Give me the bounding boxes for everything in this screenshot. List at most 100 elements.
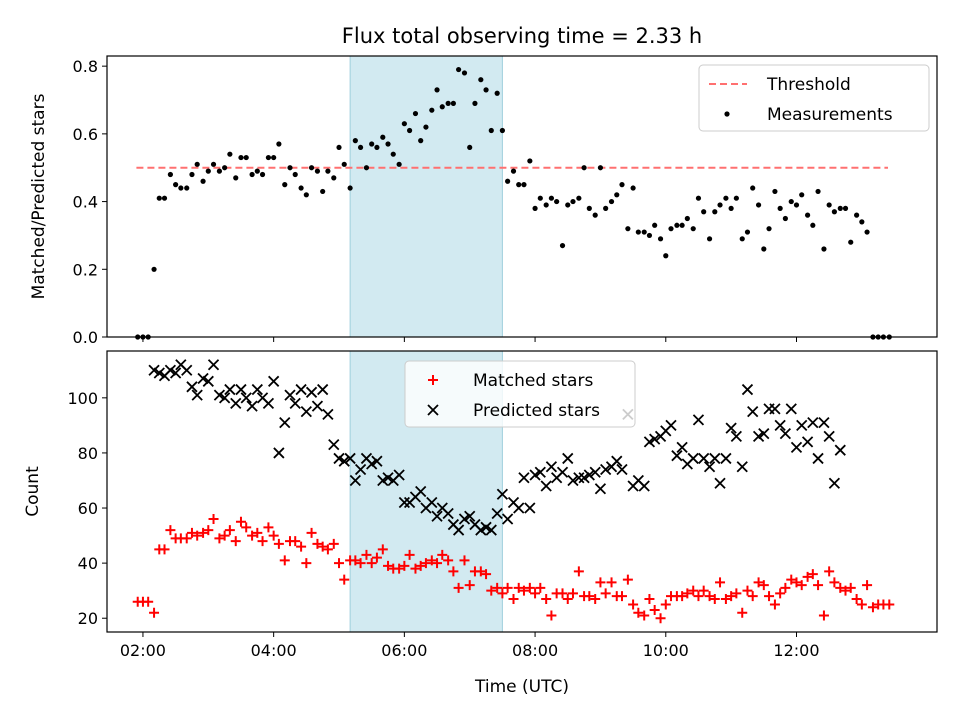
data-point xyxy=(496,488,509,500)
data-point xyxy=(752,430,765,443)
y-tick-label: 80 xyxy=(78,444,98,463)
data-point xyxy=(143,596,154,607)
data-point xyxy=(570,198,576,205)
data-point xyxy=(458,513,471,525)
data-point xyxy=(434,87,440,93)
data-point xyxy=(791,577,802,588)
data-point xyxy=(355,558,366,569)
data-point xyxy=(165,525,176,536)
data-point xyxy=(715,577,726,588)
data-point xyxy=(527,158,533,164)
data-point xyxy=(831,209,837,215)
data-point xyxy=(437,549,448,560)
data-point xyxy=(769,403,781,415)
data-point xyxy=(545,461,558,473)
data-point xyxy=(214,533,225,544)
data-point xyxy=(445,100,451,106)
data-point xyxy=(652,222,658,228)
data-point xyxy=(322,544,333,555)
x-tick-label: 08:00 xyxy=(512,641,558,660)
data-point xyxy=(235,516,246,527)
data-point xyxy=(644,593,655,604)
x-tick-label: 04:00 xyxy=(251,641,297,660)
legend-marker xyxy=(427,404,439,416)
data-point xyxy=(380,134,386,140)
data-point xyxy=(701,209,707,215)
data-point xyxy=(485,524,497,536)
data-point xyxy=(581,165,587,171)
data-point xyxy=(393,469,405,481)
data-point xyxy=(779,428,792,440)
data-point xyxy=(222,165,228,171)
data-point xyxy=(203,525,214,536)
data-point xyxy=(793,202,800,208)
data-point xyxy=(562,593,573,604)
data-point xyxy=(159,544,170,555)
data-point xyxy=(741,383,754,396)
data-point xyxy=(851,593,862,604)
data-point xyxy=(546,610,557,621)
data-point xyxy=(706,236,713,242)
data-point xyxy=(189,171,195,178)
data-point xyxy=(383,560,394,571)
data-point xyxy=(508,593,519,604)
data-point xyxy=(208,514,219,525)
data-point xyxy=(464,510,476,522)
data-point xyxy=(649,433,661,445)
data-point xyxy=(801,436,814,448)
axes-frame xyxy=(106,350,938,633)
legend-box xyxy=(404,360,636,428)
data-point xyxy=(308,165,315,171)
y-tick-label: 0.2 xyxy=(73,260,98,279)
data-point xyxy=(720,452,732,465)
legend-marker xyxy=(724,111,730,117)
data-point xyxy=(191,389,203,401)
data-point xyxy=(210,161,217,167)
data-point xyxy=(804,212,811,218)
data-point xyxy=(303,192,309,198)
data-point xyxy=(543,202,549,208)
data-point xyxy=(611,455,623,467)
data-point xyxy=(247,530,258,541)
data-point xyxy=(818,610,829,621)
data-point xyxy=(633,607,644,618)
data-point xyxy=(344,452,356,465)
data-point xyxy=(513,502,525,514)
data-point xyxy=(461,70,468,76)
data-point xyxy=(619,182,625,188)
data-point xyxy=(492,582,503,593)
data-point xyxy=(431,510,443,522)
data-point xyxy=(357,144,364,151)
data-point xyxy=(597,165,604,171)
data-point xyxy=(410,563,421,574)
data-point xyxy=(758,580,769,591)
data-point xyxy=(540,480,552,492)
data-point xyxy=(737,607,748,618)
data-point xyxy=(475,566,486,577)
data-point xyxy=(622,574,633,585)
data-point xyxy=(290,536,301,547)
data-point xyxy=(556,466,569,478)
data-point xyxy=(249,171,255,178)
data-point xyxy=(273,447,285,459)
data-point xyxy=(720,593,731,604)
data-point xyxy=(854,212,860,218)
data-point xyxy=(594,483,607,495)
data-point xyxy=(557,588,568,599)
data-point xyxy=(279,555,290,566)
data-point xyxy=(837,205,843,211)
data-point xyxy=(243,154,249,161)
data-point xyxy=(639,610,650,621)
data-point xyxy=(486,585,497,596)
legend-label: Measurements xyxy=(767,105,893,125)
data-point xyxy=(426,496,438,509)
data-point xyxy=(184,185,190,191)
data-point xyxy=(246,400,258,412)
data-point xyxy=(305,386,318,398)
data-point xyxy=(802,571,813,582)
data-point xyxy=(230,536,241,547)
data-point xyxy=(690,226,696,232)
data-point xyxy=(785,403,797,415)
panel-counts: 20 40 60 80 100 02:00 04:00 06:00 08:00 10:00 12:0… xyxy=(23,350,938,660)
data-point xyxy=(483,87,489,93)
